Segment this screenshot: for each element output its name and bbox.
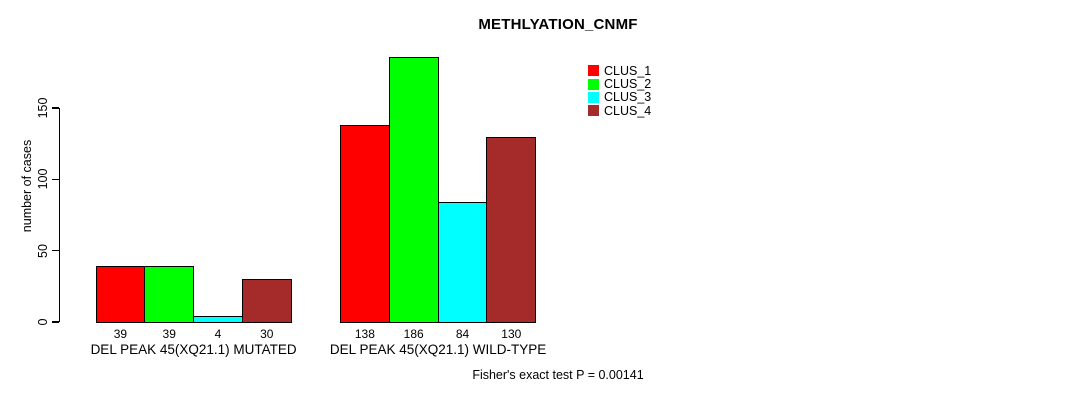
legend-swatch-clus_2	[588, 78, 599, 90]
legend-label: CLUS_1	[604, 63, 652, 78]
y-tick-mark	[51, 178, 59, 180]
legend-swatch-clus_1	[588, 65, 599, 77]
y-axis-label: number of cases	[20, 139, 34, 233]
legend-item: CLUS_3	[588, 90, 652, 105]
y-tick-label: 100	[36, 168, 50, 190]
bar-clus_4-group1	[241, 279, 292, 323]
y-tick-label: 0	[36, 318, 50, 326]
bar-value-label: 30	[260, 327, 274, 341]
y-tick-mark	[51, 321, 59, 323]
legend: CLUS_1 CLUS_2 CLUS_3 CLUS_4	[588, 64, 651, 118]
bar-clus_1-group2	[340, 125, 390, 323]
legend-label: CLUS_4	[604, 103, 652, 118]
bar-value-label: 4	[214, 327, 222, 341]
bar-value-label: 130	[501, 327, 522, 341]
legend-item: CLUS_1	[588, 63, 652, 78]
annotation-text: Fisher's exact test P = 0.00141	[472, 368, 644, 382]
bar-clus_1-group1	[95, 266, 146, 323]
y-axis-line	[58, 108, 60, 322]
y-tick-mark	[51, 107, 59, 109]
bar-clus_4-group2	[486, 136, 537, 323]
bar-clus_2-group2	[388, 56, 439, 323]
legend-swatch-clus_4	[588, 105, 599, 117]
legend-item: CLUS_4	[588, 103, 652, 118]
bar-clus_2-group1	[144, 266, 195, 323]
y-tick-mark	[51, 250, 59, 252]
bar-value-label: 39	[113, 327, 128, 341]
bar-value-label: 138	[354, 327, 375, 341]
legend-swatch-clus_3	[588, 91, 599, 103]
chart-title: METHLYATION_CNMF	[478, 16, 638, 33]
legend-item: CLUS_2	[588, 77, 652, 92]
bar-clus_3-group1	[193, 316, 243, 323]
legend-label: CLUS_3	[604, 90, 652, 105]
y-tick-label: 150	[36, 97, 50, 119]
bar-value-label: 84	[455, 327, 470, 341]
x-category-label: DEL PEAK 45(XQ21.1) WILD-TYPE	[329, 342, 547, 357]
y-tick-label: 50	[36, 243, 50, 258]
bar-clus_3-group2	[437, 202, 488, 323]
x-category-label: DEL PEAK 45(XQ21.1) MUTATED	[90, 342, 297, 357]
bar-value-label: 186	[403, 327, 424, 341]
bar-value-label: 39	[162, 327, 176, 341]
legend-label: CLUS_2	[604, 77, 652, 92]
